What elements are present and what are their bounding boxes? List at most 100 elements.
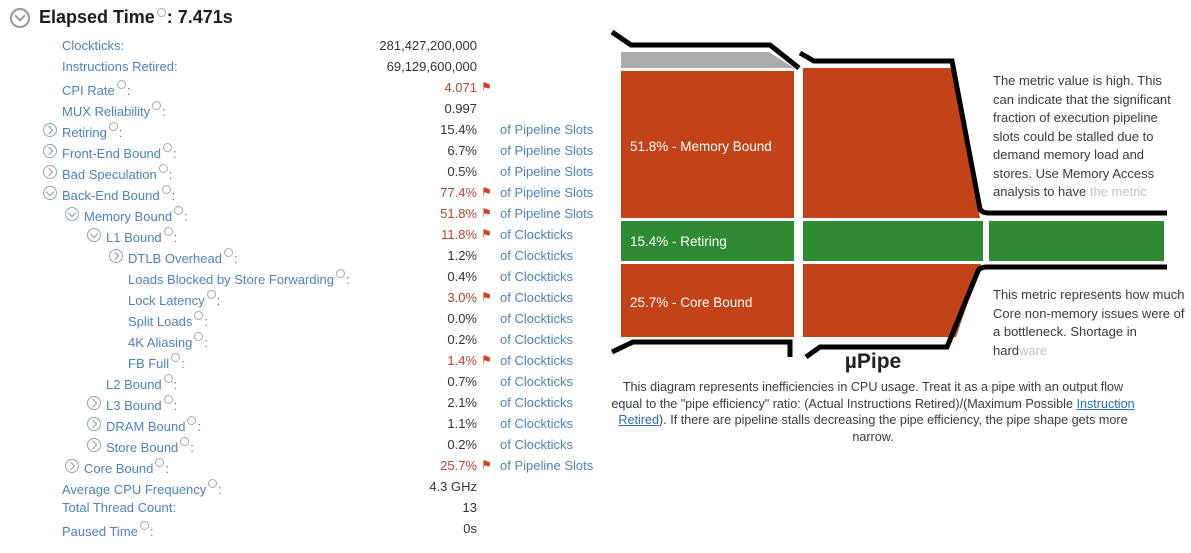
metric-value: 11.8%: [441, 227, 477, 242]
help-icon[interactable]: [161, 185, 171, 194]
help-icon[interactable]: [194, 311, 204, 320]
metric-unit: of Clockticks: [500, 374, 573, 389]
help-icon[interactable]: [163, 143, 173, 152]
metric-colon: :: [173, 377, 178, 392]
help-icon[interactable]: [180, 437, 190, 446]
expand-icon[interactable]: [65, 459, 79, 473]
metric-name: L2 Bound: [106, 377, 162, 392]
expand-icon[interactable]: [87, 417, 101, 431]
metric-colon: :: [184, 209, 188, 224]
pipe-outline-bottom-right: [804, 264, 1167, 360]
flag-icon: ⚑: [481, 290, 492, 304]
metric-name: Paused Time: [62, 524, 138, 539]
metric-value: 25.7%: [440, 458, 477, 473]
help-icon[interactable]: [139, 521, 149, 530]
metric-colon: :: [165, 461, 170, 476]
metric-colon: :: [171, 188, 176, 203]
metric-row: 4K Aliasing: 0.2% of Clockticks: [0, 330, 625, 351]
expand-icon[interactable]: [109, 249, 123, 263]
pipe-label-core-bound: 25.7% - Core Bound: [630, 295, 752, 310]
metric-row: Retiring: 15.4% of Pipeline Slots: [0, 120, 625, 141]
metric-name: Core Bound: [84, 461, 154, 476]
collapse-icon[interactable]: [43, 186, 57, 200]
metric-name: FB Full: [128, 356, 170, 371]
metric-name: MUX Reliability: [62, 104, 151, 119]
help-icon[interactable]: [158, 164, 168, 173]
expand-icon[interactable]: [87, 396, 101, 410]
help-icon[interactable]: [206, 290, 216, 299]
pipe-label-retiring: 15.4% - Retiring: [630, 234, 727, 249]
help-icon[interactable]: [152, 101, 162, 110]
metric-value: 0.4%: [447, 269, 477, 284]
metric-colon: :: [149, 524, 154, 539]
metric-colon: :: [168, 167, 173, 182]
metric-colon: :: [204, 314, 208, 329]
collapse-icon[interactable]: [65, 207, 79, 221]
metric-name: Memory Bound: [84, 209, 173, 224]
flag-icon: ⚑: [481, 185, 492, 199]
help-icon[interactable]: [187, 416, 197, 425]
flag-icon: ⚑: [481, 458, 492, 472]
metric-unit: of Clockticks: [500, 353, 573, 368]
metric-row: Split Loads: 0.0% of Clockticks: [0, 309, 625, 330]
metric-value: 69,129,600,000: [386, 59, 477, 74]
flag-icon: ⚑: [481, 206, 492, 220]
help-icon[interactable]: [155, 458, 165, 467]
metric-name: Front-End Bound: [62, 146, 162, 161]
metric-colon: :: [190, 440, 194, 455]
metric-name: DRAM Bound: [106, 419, 186, 434]
expand-icon[interactable]: [43, 165, 57, 179]
metric-colon: :: [118, 125, 123, 140]
metric-label: L2 Bound:: [106, 374, 177, 392]
collapse-icon[interactable]: [87, 228, 101, 242]
metric-value: 1.4%: [447, 353, 477, 368]
metric-name: Store Bound: [106, 440, 179, 455]
expand-icon[interactable]: [87, 438, 101, 452]
pipe-outline-bottom-left: [610, 339, 793, 357]
pipe-label-memory-bound: 51.8% - Memory Bound: [630, 139, 772, 154]
caption-text: ). If there are pipeline stalls decreasi…: [659, 413, 1128, 444]
metric-colon: :: [173, 398, 178, 413]
metric-row: Memory Bound: 51.8% ⚑ of Pipeline Slots: [0, 204, 625, 225]
metric-name: CPI Rate: [62, 83, 115, 98]
metric-label: Instructions Retired:: [62, 59, 178, 74]
metric-unit: of Pipeline Slots: [500, 206, 594, 221]
help-icon[interactable]: [171, 353, 181, 362]
help-icon[interactable]: [156, 8, 166, 17]
help-icon[interactable]: [108, 122, 118, 131]
metric-name: Bad Speculation: [62, 167, 157, 182]
help-icon[interactable]: [163, 395, 173, 404]
metric-unit: of Clockticks: [500, 227, 573, 242]
pipe-segment-memory-bound-2: [803, 68, 980, 218]
help-icon[interactable]: [335, 269, 345, 278]
page-title: Elapsed Time: 7.471s: [39, 7, 233, 28]
flag-icon: ⚑: [481, 353, 492, 367]
metric-row: Total Thread Count: 13: [0, 498, 625, 519]
help-icon[interactable]: [208, 479, 218, 488]
expand-icon[interactable]: [43, 123, 57, 137]
metric-label: CPI Rate:: [62, 80, 130, 98]
metric-unit: of Pipeline Slots: [500, 185, 594, 200]
core-bound-tooltip: This metric represents how much Core non…: [993, 286, 1191, 360]
upipe-title: µPipe: [844, 350, 902, 373]
help-icon[interactable]: [163, 374, 173, 383]
help-icon[interactable]: [194, 332, 204, 341]
metric-label: DRAM Bound:: [87, 416, 201, 434]
help-icon[interactable]: [163, 227, 173, 236]
tooltip-fade-text: the metric: [1089, 184, 1147, 199]
instruction-retired-link[interactable]: Instruction Retired: [618, 396, 1135, 428]
flag-icon: ⚑: [481, 227, 492, 241]
metric-colon: :: [172, 500, 176, 515]
expand-icon[interactable]: [43, 144, 57, 158]
elapsed-time-value: : 7.471s: [166, 7, 233, 27]
pipe-output-retiring: [989, 221, 1164, 261]
caption-text: This diagram represents inefficiencies i…: [611, 380, 1124, 411]
metric-name: Lock Latency: [128, 293, 205, 308]
help-icon[interactable]: [174, 206, 184, 215]
help-icon[interactable]: [223, 248, 233, 257]
elapsed-time-header: Elapsed Time: 7.471s: [10, 7, 233, 28]
help-icon[interactable]: [116, 80, 126, 89]
metric-unit: of Clockticks: [500, 395, 573, 410]
collapse-icon[interactable]: [10, 7, 30, 28]
